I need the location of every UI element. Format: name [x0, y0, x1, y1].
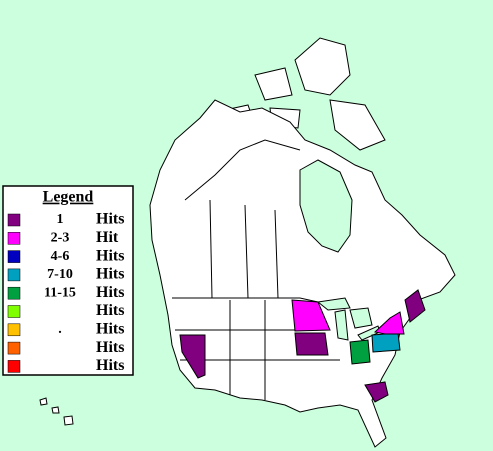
legend-swatch: [7, 305, 21, 318]
legend-label: Hits: [96, 302, 124, 319]
legend-label: Hits: [96, 339, 124, 356]
state-maine: [404, 289, 426, 323]
island: [51, 406, 60, 414]
legend-range: 2-3: [51, 231, 70, 246]
island: [329, 99, 386, 151]
state-ohio: [349, 339, 371, 365]
border: [184, 139, 301, 201]
legend-label: Hits: [96, 284, 124, 301]
island: [254, 67, 293, 101]
island: [39, 397, 48, 406]
legend-range: 11-15: [44, 285, 76, 300]
border: [172, 297, 319, 303]
legend-swatch: [7, 250, 21, 263]
legend-label: Hits: [96, 320, 124, 337]
lake: [334, 309, 349, 341]
legend-swatch: [7, 341, 21, 355]
lake: [349, 307, 373, 329]
legend-swatch: [7, 232, 21, 245]
legend-label: Hits: [96, 357, 124, 374]
legend-label: Hits: [96, 247, 124, 264]
state-new-york: [373, 311, 405, 335]
legend-range: 4-6: [51, 249, 70, 264]
legend-box: [2, 185, 134, 376]
legend-range: 7-10: [47, 267, 73, 282]
legend-label: Hits: [96, 211, 124, 228]
state-iowa: [294, 332, 329, 356]
island: [294, 37, 351, 96]
legend-title: Legend: [43, 189, 94, 206]
state-south-carolina: [364, 381, 389, 403]
legend-swatch: [7, 213, 21, 227]
legend-label: Hit: [96, 229, 119, 246]
legend-label: Hits: [96, 266, 124, 283]
legend-swatch: [7, 268, 21, 282]
border: [274, 209, 279, 299]
border: [244, 204, 249, 299]
legend-swatch: [7, 286, 21, 300]
state-nevada: [179, 334, 206, 379]
state-minnesota: [291, 299, 331, 332]
island: [63, 415, 74, 426]
state-pennsylvania: [371, 332, 401, 353]
hudson-bay: [299, 159, 353, 253]
legend: Legend 1 Hits 2-3 Hit 4-6 Hits 7-10 Hits 11-15 Hi…: [2, 185, 134, 376]
legend-range: .: [58, 322, 62, 337]
lake: [316, 297, 351, 311]
border: [209, 199, 213, 299]
legend-swatch: [7, 360, 21, 373]
legend-swatch: [7, 323, 21, 337]
legend-range: 1: [57, 212, 64, 227]
